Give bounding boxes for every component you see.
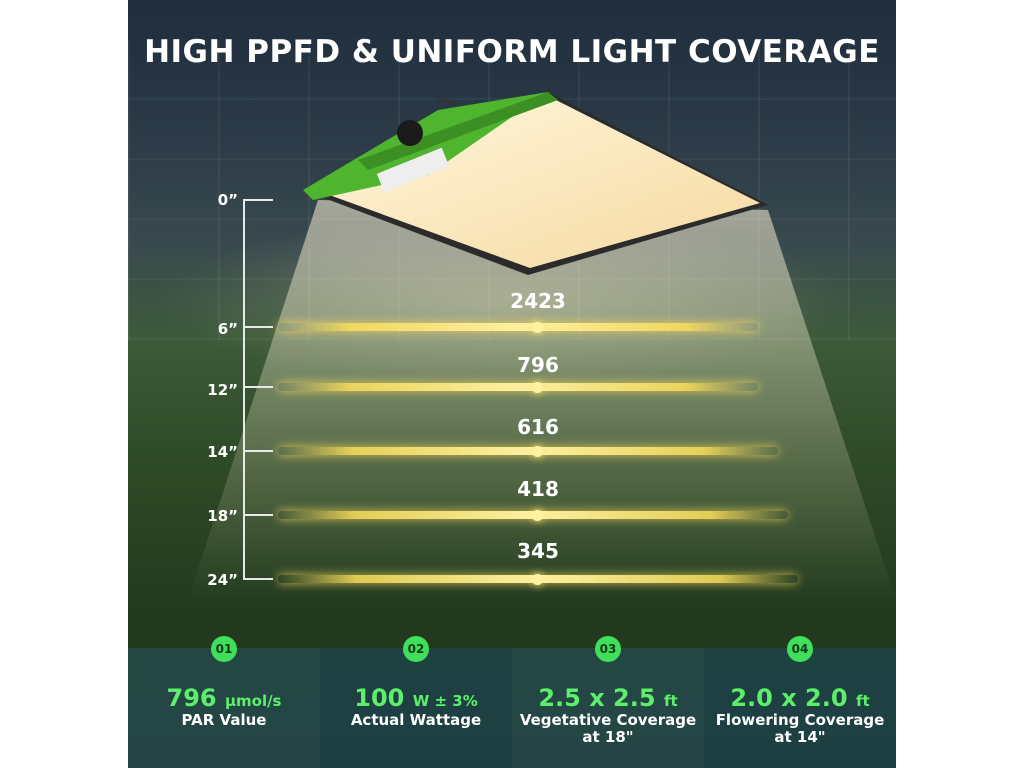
page-title: HIGH PPFD & UNIFORM LIGHT COVERAGE (144, 34, 880, 70)
ppfd-value: 2423 (510, 289, 566, 313)
spec-value: 100 W ± 3% (320, 684, 512, 712)
light-intensity-bar (278, 447, 778, 455)
spec-unit: μmol/s (224, 692, 282, 710)
spec-unit: W ± 3% (412, 692, 478, 710)
spec-veg-coverage: 03 2.5 x 2.5 ft Vegetative Coverage at 18… (512, 636, 704, 768)
spec-caption: Actual Wattage (350, 711, 482, 729)
spec-number-badge: 03 (595, 636, 621, 662)
ppfd-value: 796 (517, 353, 559, 377)
spec-number: 100 (354, 684, 405, 712)
measurement-point (532, 322, 543, 333)
spec-unit: ft (663, 692, 678, 710)
spec-number: 2.5 x 2.5 (538, 684, 656, 712)
spec-number: 796 (166, 684, 217, 712)
ppfd-value: 345 (517, 539, 559, 563)
product-image-panel: HIGH PPFD & UNIFORM LIGHT COVERAGE 0” 6”… (128, 0, 896, 768)
spec-value: 796 μmol/s (128, 684, 320, 712)
light-intensity-bar (278, 383, 758, 391)
spec-strip: 01 796 μmol/s PAR Value 02 100 W ± 3% Ac… (128, 636, 896, 768)
spec-number-badge: 01 (211, 636, 237, 662)
spec-caption: Vegetative Coverage at 18" (512, 712, 704, 746)
spec-number-badge: 02 (403, 636, 429, 662)
spec-par-value: 01 796 μmol/s PAR Value (128, 636, 320, 768)
distance-scale-line (243, 199, 245, 579)
measurement-point (532, 446, 543, 457)
scale-tick (243, 326, 273, 328)
ppfd-value: 418 (517, 477, 559, 501)
height-label: 14” (207, 443, 238, 461)
spec-unit: ft (855, 692, 870, 710)
spec-caption: PAR Value (181, 711, 267, 729)
measurement-point (532, 574, 543, 585)
height-label: 24” (207, 571, 238, 589)
measurement-point (532, 382, 543, 393)
spec-caption: Flowering Coverage at 14" (704, 712, 896, 746)
spec-caption-line: at 14" (774, 728, 826, 746)
spec-value: 2.0 x 2.0 ft (704, 684, 896, 712)
spec-wattage: 02 100 W ± 3% Actual Wattage (320, 636, 512, 768)
ppfd-value: 616 (517, 415, 559, 439)
spec-value: 2.5 x 2.5 ft (512, 684, 704, 712)
height-label: 0” (217, 191, 238, 209)
light-intensity-bar (278, 323, 758, 331)
scale-tick (243, 578, 273, 580)
spec-caption-line: Vegetative Coverage (519, 711, 697, 729)
measurement-point (532, 510, 543, 521)
scale-tick (243, 199, 273, 201)
spec-number: 2.0 x 2.0 (730, 684, 848, 712)
height-label: 18” (207, 507, 238, 525)
spec-caption-line: at 18" (582, 728, 634, 746)
spec-caption-line: Flowering Coverage (715, 711, 885, 729)
spec-flower-coverage: 04 2.0 x 2.0 ft Flowering Coverage at 14" (704, 636, 896, 768)
scale-tick (243, 450, 273, 452)
height-label: 6” (217, 320, 238, 338)
spec-number-badge: 04 (787, 636, 813, 662)
height-label: 12” (207, 381, 238, 399)
scale-tick (243, 386, 273, 388)
scale-tick (243, 514, 273, 516)
